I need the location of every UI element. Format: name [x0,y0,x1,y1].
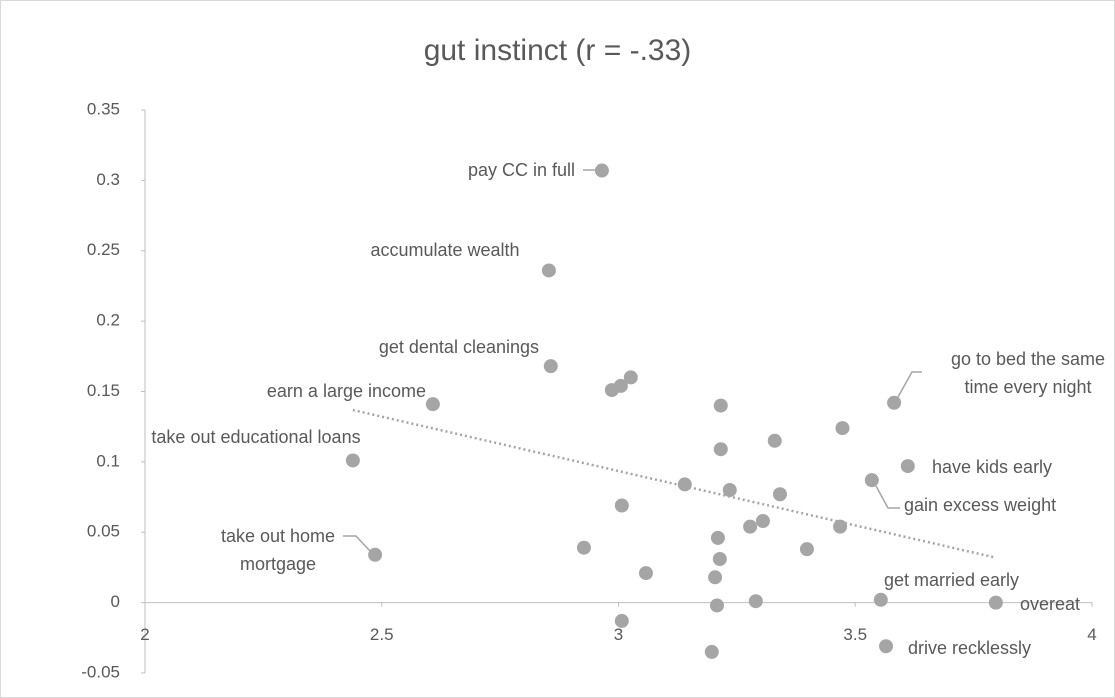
point [743,519,758,534]
leader-line [343,535,371,552]
point-label: get dental cleanings [378,337,539,357]
point [755,513,770,528]
point [708,570,723,585]
point [799,542,814,557]
point [833,519,848,534]
point [594,163,609,178]
x-tick-label: 2.5 [370,625,394,644]
point-label: overeat [1020,594,1081,614]
y-tick-label: 0.05 [87,522,120,541]
point [368,547,383,562]
x-tick-label: 3 [614,625,623,644]
y-tick-label: 0.25 [87,240,120,259]
point [988,595,1003,610]
point [900,459,915,474]
point [613,378,628,393]
y-tick-label: 0.15 [87,381,120,400]
leader-line [875,485,900,509]
chart-title: gut instinct (r = -.33) [423,34,692,67]
point [623,370,638,385]
point [748,594,763,609]
point [767,433,782,448]
point-label: have kids early [932,457,1053,477]
point-label: get married early [884,570,1020,590]
point [835,421,850,436]
point [713,442,728,457]
point [864,473,879,488]
point-label: go to bed the same time every night [950,349,1106,397]
leader-line [897,371,922,398]
point [887,395,902,410]
point [345,453,360,468]
point-label: take out home mortgage [220,526,336,574]
y-tick-label: 0.1 [96,451,120,470]
point [543,359,558,374]
point-label: gain excess weight [904,495,1057,515]
point [709,598,724,613]
point [879,639,894,654]
point [873,592,888,607]
x-tick-label: 3.5 [843,625,867,644]
point [772,487,787,502]
point [614,498,629,513]
point [677,477,692,492]
point-label: accumulate wealth [370,240,520,260]
y-tick-label: 0.3 [96,170,120,189]
point [425,397,440,412]
point [638,566,653,581]
point [576,540,591,555]
y-tick-label: 0.35 [87,99,120,118]
point [710,530,725,545]
point [614,613,629,628]
x-tick-label: 4 [1087,625,1096,644]
point-label: take out educational loans [151,427,361,447]
point-label: pay CC in full [467,160,575,180]
point [713,398,728,413]
point [704,644,719,659]
y-tick-label: 0 [111,592,120,611]
point-label: earn a large income [266,381,426,401]
y-tick-label: -0.05 [81,662,120,681]
x-tick-label: 2 [140,625,149,644]
point [712,551,727,566]
point [722,483,737,498]
point [541,263,556,278]
point-label: drive recklessly [908,638,1032,658]
y-tick-label: 0.2 [96,311,120,330]
trendline [352,408,997,559]
